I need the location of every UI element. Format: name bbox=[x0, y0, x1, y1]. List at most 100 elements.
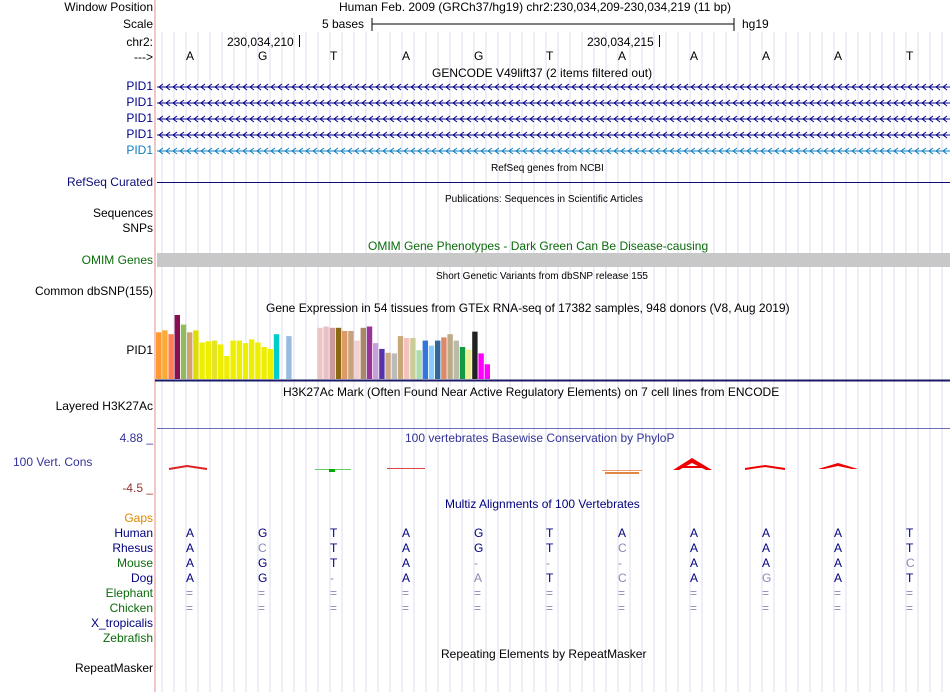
gencode-transcript-line[interactable] bbox=[157, 146, 950, 156]
strand-arrow bbox=[620, 115, 626, 123]
multiz-species-label[interactable]: Chicken bbox=[109, 601, 153, 615]
refseq-track-title: RefSeq genes from NCBI bbox=[491, 163, 604, 174]
strand-arrow bbox=[613, 147, 619, 155]
strand-arrow bbox=[641, 115, 647, 123]
gencode-transcript-label[interactable]: PID1 bbox=[126, 143, 153, 157]
strand-arrow bbox=[158, 83, 164, 91]
strand-arrow bbox=[844, 99, 850, 107]
strand-arrow bbox=[564, 83, 570, 91]
strand-arrow bbox=[522, 83, 528, 91]
strand-arrow bbox=[753, 115, 759, 123]
gtex-tissue-bar bbox=[199, 342, 205, 379]
strand-arrow bbox=[886, 99, 892, 107]
strand-arrow bbox=[193, 131, 199, 139]
multiz-base: C bbox=[906, 556, 915, 570]
strand-arrow bbox=[452, 99, 458, 107]
gencode-transcript-line[interactable] bbox=[157, 98, 950, 108]
strand-arrow bbox=[158, 115, 164, 123]
strand-arrow bbox=[256, 147, 262, 155]
omim-gene-bar[interactable] bbox=[157, 253, 950, 267]
publications-sequences-label[interactable]: Sequences bbox=[92, 206, 153, 220]
strand-arrow bbox=[858, 131, 864, 139]
strand-arrow bbox=[473, 147, 479, 155]
multiz-base: A bbox=[834, 541, 843, 555]
multiz-base: = bbox=[186, 586, 194, 600]
gtex-tissue-bar bbox=[168, 334, 174, 379]
dbsnp-track-title: Short Genetic Variants from dbSNP releas… bbox=[436, 271, 648, 282]
strand-arrow bbox=[410, 83, 416, 91]
base-letter: G bbox=[474, 49, 484, 63]
gencode-transcript-label[interactable]: PID1 bbox=[126, 127, 153, 141]
strand-arrow bbox=[256, 83, 262, 91]
gtex-expression-chart[interactable] bbox=[155, 314, 950, 382]
strand-arrow bbox=[179, 83, 185, 91]
multiz-species-label[interactable]: Mouse bbox=[116, 556, 153, 570]
strand-arrow bbox=[879, 131, 885, 139]
strand-arrow bbox=[921, 131, 927, 139]
phylop-conservation-plot[interactable] bbox=[155, 452, 950, 482]
gtex-track-label[interactable]: PID1 bbox=[126, 343, 153, 357]
strand-arrow bbox=[466, 115, 472, 123]
gtex-tissue-bar bbox=[348, 331, 354, 379]
strand-arrow bbox=[872, 131, 878, 139]
multiz-base: T bbox=[330, 556, 338, 570]
multiz-gaps-label[interactable]: Gaps bbox=[124, 511, 153, 525]
publications-snps-label[interactable]: SNPs bbox=[122, 221, 153, 235]
gencode-transcript-line[interactable] bbox=[157, 130, 950, 140]
strand-arrow bbox=[361, 147, 367, 155]
phylop-track-label[interactable]: 100 Vert. Cons bbox=[13, 455, 93, 469]
strand-arrow bbox=[487, 115, 493, 123]
strand-arrow bbox=[669, 115, 675, 123]
multiz-species-label[interactable]: Rhesus bbox=[112, 541, 153, 555]
strand-arrow bbox=[879, 115, 885, 123]
strand-arrow bbox=[886, 147, 892, 155]
strand-arrow bbox=[158, 131, 164, 139]
strand-arrow bbox=[466, 131, 472, 139]
multiz-species-label[interactable]: Human bbox=[114, 526, 153, 540]
dbsnp-track-label[interactable]: Common dbSNP(155) bbox=[34, 284, 153, 298]
multiz-species-label[interactable]: Zebrafish bbox=[102, 631, 153, 645]
multiz-base: = bbox=[258, 601, 266, 615]
gtex-tissue-bar bbox=[249, 339, 255, 379]
strand-arrow bbox=[865, 99, 871, 107]
strand-arrow bbox=[620, 83, 626, 91]
strand-arrow bbox=[298, 147, 304, 155]
repeatmasker-track-label[interactable]: RepeatMasker bbox=[74, 661, 153, 675]
refseq-gene-line[interactable] bbox=[157, 182, 950, 183]
gencode-transcript-line[interactable] bbox=[157, 114, 950, 124]
gencode-transcript-line[interactable] bbox=[157, 82, 950, 92]
strand-arrow bbox=[669, 83, 675, 91]
multiz-track-title: Multiz Alignments of 100 Vertebrates bbox=[445, 497, 640, 511]
strand-arrow bbox=[942, 115, 948, 123]
gencode-transcript-label[interactable]: PID1 bbox=[126, 79, 153, 93]
coordinate-1: 230,034,210 bbox=[227, 35, 294, 49]
strand-arrow bbox=[340, 83, 346, 91]
refseq-track-label[interactable]: RefSeq Curated bbox=[66, 175, 153, 189]
gtex-tissue-bar bbox=[342, 331, 348, 379]
omim-track-label[interactable]: OMIM Genes bbox=[81, 253, 153, 267]
strand-arrow bbox=[592, 147, 598, 155]
gtex-tissue-bar bbox=[174, 315, 180, 379]
strand-arrow bbox=[585, 147, 591, 155]
gencode-transcript-label[interactable]: PID1 bbox=[126, 111, 153, 125]
strand-arrow bbox=[865, 115, 871, 123]
gencode-transcript-label[interactable]: PID1 bbox=[126, 95, 153, 109]
strand-arrow bbox=[221, 115, 227, 123]
window-position-value: Human Feb. 2009 (GRCh37/hg19) chr2:230,0… bbox=[339, 0, 732, 14]
strand-arrow bbox=[879, 83, 885, 91]
multiz-species-label[interactable]: Elephant bbox=[105, 586, 153, 600]
strand-arrow bbox=[606, 83, 612, 91]
h3k27ac-track-label[interactable]: Layered H3K27Ac bbox=[55, 399, 153, 413]
strand-arrow bbox=[907, 147, 913, 155]
strand-arrow bbox=[375, 83, 381, 91]
multiz-species-label[interactable]: Dog bbox=[130, 571, 153, 585]
strand-arrow bbox=[809, 147, 815, 155]
multiz-species-label[interactable]: X_tropicalis bbox=[90, 616, 153, 630]
h3k27ac-track-title: H3K27Ac Mark (Often Found Near Active Re… bbox=[283, 385, 780, 399]
left-label-divider[interactable] bbox=[154, 0, 156, 692]
strand-arrow bbox=[536, 99, 542, 107]
multiz-base: A bbox=[834, 556, 843, 570]
strand-arrow bbox=[410, 99, 416, 107]
strand-arrow bbox=[781, 131, 787, 139]
strand-arrow bbox=[683, 99, 689, 107]
